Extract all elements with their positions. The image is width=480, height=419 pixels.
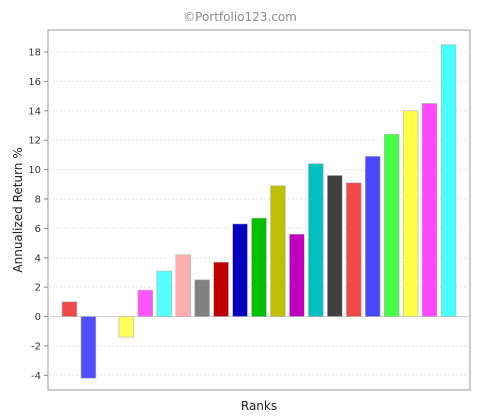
y-tick-label: -4	[31, 371, 41, 382]
y-tick-label: 4	[35, 253, 41, 264]
bar-rank-9	[213, 261, 229, 317]
bar-rank-13	[289, 233, 305, 317]
y-tick-label: 0	[35, 312, 41, 323]
bar-rank-11	[251, 217, 267, 317]
bar-rank-12	[270, 185, 286, 317]
bar-rank-18	[383, 134, 400, 317]
watermark: ©Portfolio123.com	[183, 10, 297, 24]
bar-rank-10	[232, 223, 248, 317]
y-axis-label: Annualized Return %	[11, 147, 25, 272]
bar-rank-4	[118, 316, 135, 338]
bar-rank-14	[308, 163, 324, 317]
bar-rank-7	[175, 254, 191, 317]
bar-rank-8	[194, 279, 210, 317]
bar-rank-15	[327, 175, 343, 317]
plot-area	[47, 29, 471, 391]
y-tick-label: 2	[35, 283, 41, 294]
bar-rank-5	[137, 289, 153, 317]
bar-rank-19	[402, 110, 419, 317]
bar-rank-17	[365, 156, 381, 317]
y-tick-label: 14	[28, 106, 41, 117]
y-tick-label: 16	[28, 77, 41, 88]
y-tick-label: 6	[35, 224, 41, 235]
y-axis-ticks: -4 -2 0 2 4 6 8 10 12 14 16 18	[28, 48, 48, 382]
bar-rank-1	[61, 301, 78, 317]
bar-rank-16	[346, 182, 362, 317]
y-tick-label: 8	[35, 194, 41, 205]
bar-rank-20	[421, 103, 438, 317]
y-tick-label: 10	[28, 165, 41, 176]
y-tick-label: 12	[28, 136, 41, 147]
bars	[61, 44, 457, 379]
y-tick-label: 18	[28, 48, 41, 59]
bar-rank-6	[156, 270, 172, 317]
bar-rank-2	[80, 316, 97, 379]
x-axis-label: Ranks	[241, 399, 277, 413]
bar-rank-21	[440, 44, 457, 317]
y-tick-label: -2	[31, 341, 41, 352]
